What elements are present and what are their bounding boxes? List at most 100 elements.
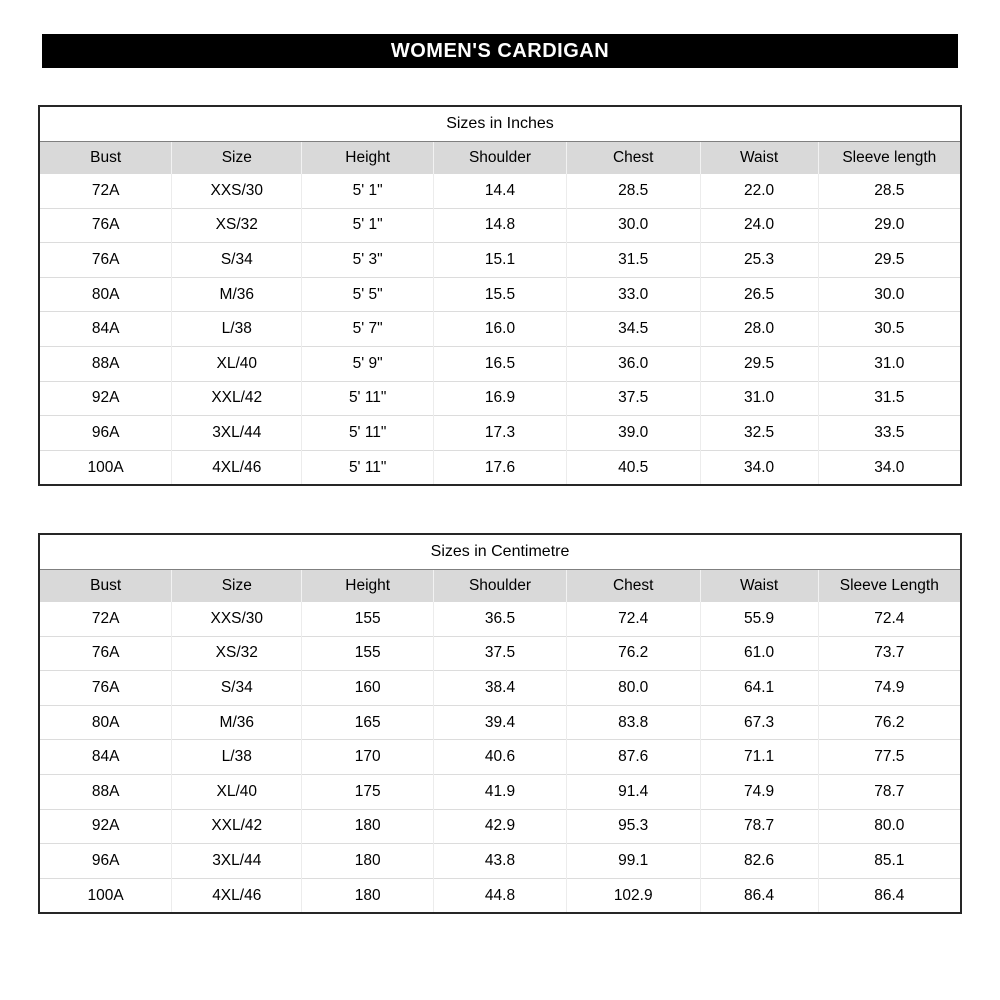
table-cell: 92A xyxy=(39,808,172,844)
table-cell: 34.0 xyxy=(699,449,819,486)
table-cell: 80A xyxy=(39,276,172,312)
centimetre-size-table: Sizes in Centimetre Bust Size Height Should… xyxy=(38,533,962,915)
table-cell: 28.5 xyxy=(817,174,961,209)
table-cell: 5' 11" xyxy=(301,415,434,451)
table-cell: 88A xyxy=(39,773,172,810)
table-cell: 80A xyxy=(39,704,172,740)
table-cell: 155 xyxy=(301,602,434,637)
table-row: 72A XXS/30 155 36.5 72.4 55.9 72.4 xyxy=(39,602,961,637)
table-cell: 42.9 xyxy=(433,808,567,844)
inches-size-table: Sizes in Inches Bust Size Height Shoulder Ch… xyxy=(38,105,962,487)
table-cell: 100A xyxy=(39,877,172,914)
table-cell: 5' 1" xyxy=(301,174,434,209)
table-cell: 74.9 xyxy=(699,773,819,810)
table-cell: 5' 1" xyxy=(301,207,434,243)
column-header: Waist xyxy=(699,569,819,602)
table-cell: 15.5 xyxy=(433,276,567,312)
table-cell: 91.4 xyxy=(565,773,701,810)
table-cell: 84A xyxy=(39,739,172,775)
column-header: Bust xyxy=(39,141,172,174)
table-row: 92A XXL/42 5' 11" 16.9 37.5 31.0 31.5 xyxy=(39,380,961,416)
table-cell: 40.5 xyxy=(565,449,701,486)
table-cell: 29.5 xyxy=(699,345,819,382)
table-cell: XL/40 xyxy=(171,345,302,382)
table-cell: XXL/42 xyxy=(171,808,302,844)
centimetre-table-section: Sizes in Centimetre Bust Size Height Should… xyxy=(38,533,962,915)
table-cell: 17.3 xyxy=(433,415,567,451)
table-cell: 36.5 xyxy=(433,602,567,637)
table-cell: 76A xyxy=(39,207,172,243)
table-cell: 87.6 xyxy=(565,739,701,775)
table-cell: 25.3 xyxy=(699,242,819,278)
column-header: Bust xyxy=(39,569,172,602)
table-cell: 170 xyxy=(301,739,434,775)
table-cell: 37.5 xyxy=(433,635,567,671)
table-caption: Sizes in Centimetre xyxy=(39,534,961,570)
table-cell: 16.9 xyxy=(433,380,567,416)
table-cell: 96A xyxy=(39,843,172,879)
table-cell: XXS/30 xyxy=(171,602,302,637)
table-caption: Sizes in Inches xyxy=(39,106,961,142)
table-cell: 34.0 xyxy=(817,449,961,486)
table-cell: S/34 xyxy=(171,670,302,706)
table-row: 80A M/36 5' 5" 15.5 33.0 26.5 30.0 xyxy=(39,276,961,312)
table-cell: 39.0 xyxy=(565,415,701,451)
table-cell: 165 xyxy=(301,704,434,740)
table-cell: 76.2 xyxy=(565,635,701,671)
table-cell: 155 xyxy=(301,635,434,671)
table-cell: 78.7 xyxy=(699,808,819,844)
table-cell: 28.0 xyxy=(699,311,819,347)
table-row: 76A S/34 160 38.4 80.0 64.1 74.9 xyxy=(39,670,961,706)
table-cell: XL/40 xyxy=(171,773,302,810)
table-row: 88A XL/40 175 41.9 91.4 74.9 78.7 xyxy=(39,773,961,810)
table-row: 76A XS/32 155 37.5 76.2 61.0 73.7 xyxy=(39,635,961,671)
table-cell: 41.9 xyxy=(433,773,567,810)
table-cell: 34.5 xyxy=(565,311,701,347)
table-cell: 86.4 xyxy=(699,877,819,914)
table-cell: 80.0 xyxy=(565,670,701,706)
table-cell: 76.2 xyxy=(817,704,961,740)
table-cell: 14.4 xyxy=(433,174,567,209)
table-cell: 72.4 xyxy=(817,602,961,637)
table-cell: 30.5 xyxy=(817,311,961,347)
table-caption-row: Sizes in Inches xyxy=(39,106,961,142)
column-header: Sleeve length xyxy=(817,141,961,174)
table-cell: XXS/30 xyxy=(171,174,302,209)
table-row: 80A M/36 165 39.4 83.8 67.3 76.2 xyxy=(39,704,961,740)
table-cell: 100A xyxy=(39,449,172,486)
table-cell: M/36 xyxy=(171,276,302,312)
table-cell: 95.3 xyxy=(565,808,701,844)
table-cell: 5' 9" xyxy=(301,345,434,382)
table-cell: 44.8 xyxy=(433,877,567,914)
table-header-row: Bust Size Height Shoulder Chest Waist Sleeve L… xyxy=(39,569,961,602)
table-cell: 5' 3" xyxy=(301,242,434,278)
table-cell: XXL/42 xyxy=(171,380,302,416)
page-title-banner: WOMEN'S CARDIGAN xyxy=(42,34,958,68)
table-cell: 22.0 xyxy=(699,174,819,209)
table-cell: 85.1 xyxy=(817,843,961,879)
table-row: 76A S/34 5' 3" 15.1 31.5 25.3 29.5 xyxy=(39,242,961,278)
table-cell: 43.8 xyxy=(433,843,567,879)
table-cell: XS/32 xyxy=(171,635,302,671)
table-cell: L/38 xyxy=(171,311,302,347)
table-cell: 15.1 xyxy=(433,242,567,278)
table-cell: 86.4 xyxy=(817,877,961,914)
table-row: 84A L/38 5' 7" 16.0 34.5 28.0 30.5 xyxy=(39,311,961,347)
table-cell: 102.9 xyxy=(565,877,701,914)
table-cell: 96A xyxy=(39,415,172,451)
table-cell: 37.5 xyxy=(565,380,701,416)
table-cell: 3XL/44 xyxy=(171,843,302,879)
table-cell: 29.0 xyxy=(817,207,961,243)
inches-table-section: Sizes in Inches Bust Size Height Shoulder Ch… xyxy=(38,105,962,487)
table-cell: 5' 7" xyxy=(301,311,434,347)
table-cell: 17.6 xyxy=(433,449,567,486)
page-title: WOMEN'S CARDIGAN xyxy=(390,39,610,62)
table-cell: 72A xyxy=(39,174,172,209)
table-cell: 33.0 xyxy=(565,276,701,312)
table-cell: 31.0 xyxy=(699,380,819,416)
column-header: Waist xyxy=(699,141,819,174)
column-header: Shoulder xyxy=(433,569,567,602)
table-cell: 30.0 xyxy=(817,276,961,312)
table-cell: 40.6 xyxy=(433,739,567,775)
